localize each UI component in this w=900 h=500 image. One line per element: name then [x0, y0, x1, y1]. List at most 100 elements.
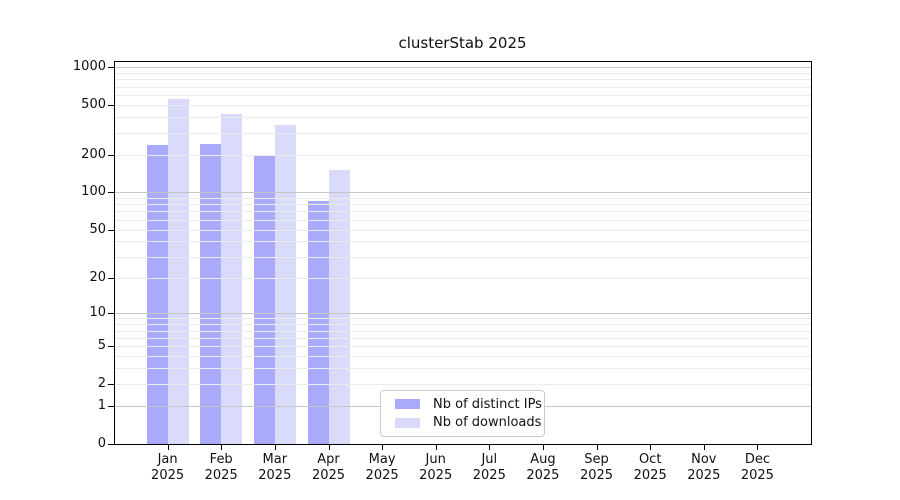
x-tick-label-jul: Jul 2025	[462, 452, 516, 484]
y-tick-label-1: 1	[97, 398, 106, 414]
month-label: Aug	[530, 452, 556, 467]
y-tick-label-200: 200	[81, 146, 106, 162]
x-tick-label-dec: Dec 2025	[730, 452, 784, 484]
y-tick-10	[108, 313, 114, 315]
month-label: Jul	[481, 452, 498, 467]
y-tick-500	[108, 104, 114, 106]
year-label: 2025	[419, 468, 453, 483]
minor-gridline-500	[114, 104, 811, 106]
month-label: Nov	[691, 452, 717, 467]
month-label: Dec	[744, 452, 770, 467]
bar-distinct-ips-mar	[253, 155, 275, 444]
x-tick-oct	[650, 445, 652, 450]
year-label: 2025	[151, 468, 185, 483]
minor-gridline-900	[114, 72, 811, 74]
y-tick-label-5: 5	[97, 338, 106, 354]
x-tick-label-nov: Nov 2025	[677, 452, 731, 484]
month-label: Sep	[584, 452, 609, 467]
minor-gridline-7	[114, 330, 811, 332]
minor-gridline-70	[114, 211, 811, 213]
minor-gridline-4	[114, 356, 811, 358]
bar-downloads-apr	[328, 170, 350, 444]
legend-swatch-downloads	[395, 417, 420, 428]
x-tick-jul	[489, 445, 491, 450]
month-label: Apr	[317, 452, 340, 467]
minor-gridline-300	[114, 132, 811, 134]
x-tick-dec	[757, 445, 759, 450]
y-tick-label-20: 20	[89, 269, 106, 285]
x-tick-label-sep: Sep 2025	[570, 452, 624, 484]
minor-gridline-8	[114, 324, 811, 326]
legend-item-downloads: Nb of downloads	[389, 415, 541, 430]
spine-left	[114, 61, 115, 445]
year-label: 2025	[204, 468, 238, 483]
y-tick-200	[108, 154, 114, 156]
minor-gridline-50	[114, 229, 811, 231]
minor-gridline-30	[114, 256, 811, 258]
y-tick-label-10: 10	[89, 305, 106, 321]
spine-top	[114, 61, 812, 62]
month-label: Jan	[157, 452, 178, 467]
year-label: 2025	[472, 468, 506, 483]
minor-gridline-80	[114, 204, 811, 206]
legend-swatch-distinct-ips	[395, 399, 420, 410]
x-tick-aug	[542, 445, 544, 450]
minor-gridline-9	[114, 318, 811, 320]
minor-gridline-600	[114, 94, 811, 96]
x-tick-label-mar: Mar 2025	[248, 452, 302, 484]
legend-item-distinct-ips: Nb of distinct IPs	[389, 397, 542, 412]
month-label: Mar	[262, 452, 288, 467]
minor-gridline-800	[114, 79, 811, 81]
x-tick-label-oct: Oct 2025	[623, 452, 677, 484]
y-tick-1000	[108, 67, 114, 68]
y-tick-2	[108, 384, 114, 386]
plot-area	[114, 61, 811, 444]
month-label: Feb	[209, 452, 233, 467]
minor-gridline-90	[114, 197, 811, 199]
y-tick-100	[108, 192, 114, 194]
x-tick-label-feb: Feb 2025	[194, 452, 248, 484]
minor-gridline-20	[114, 277, 811, 279]
legend-label-downloads: Nb of downloads	[433, 415, 542, 431]
x-tick-label-aug: Aug 2025	[516, 452, 570, 484]
minor-gridline-60	[114, 219, 811, 221]
minor-gridline-400	[114, 116, 811, 118]
y-tick-1	[108, 406, 114, 408]
chart-legend: Nb of distinct IPs Nb of downloads	[380, 390, 545, 437]
bar-downloads-feb	[221, 114, 243, 444]
minor-gridline-6	[114, 337, 811, 339]
x-tick-label-apr: Apr 2025	[302, 452, 356, 484]
y-tick-0	[108, 444, 114, 445]
x-tick-jun	[435, 445, 437, 450]
month-label: Oct	[638, 452, 662, 467]
minor-gridline-3	[114, 368, 811, 370]
y-tick-label-500: 500	[81, 96, 106, 112]
bar-downloads-jan	[167, 99, 189, 444]
year-label: 2025	[365, 468, 399, 483]
year-label: 2025	[526, 468, 560, 483]
major-gridline-1000	[114, 67, 811, 68]
chart-title: clusterStab 2025	[398, 34, 527, 52]
y-tick-5	[108, 346, 114, 348]
gridlines-layer	[114, 61, 811, 444]
major-gridline-10	[114, 313, 811, 315]
year-label: 2025	[687, 468, 721, 483]
y-tick-label-1000: 1000	[72, 59, 106, 74]
month-label: May	[368, 452, 396, 467]
month-label: Jun	[425, 452, 446, 467]
x-tick-apr	[328, 445, 330, 450]
y-tick-label-100: 100	[81, 184, 106, 200]
y-tick-20	[108, 277, 114, 279]
minor-gridline-700	[114, 86, 811, 88]
spine-right	[811, 61, 812, 445]
year-label: 2025	[579, 468, 614, 483]
x-tick-mar	[274, 445, 276, 450]
y-tick-label-50: 50	[89, 221, 106, 237]
minor-gridline-200	[114, 154, 811, 156]
bars-layer	[114, 61, 811, 444]
x-tick-feb	[221, 445, 223, 450]
x-tick-jan	[167, 445, 169, 450]
x-tick-may	[382, 445, 384, 450]
spine-bottom	[114, 444, 812, 445]
